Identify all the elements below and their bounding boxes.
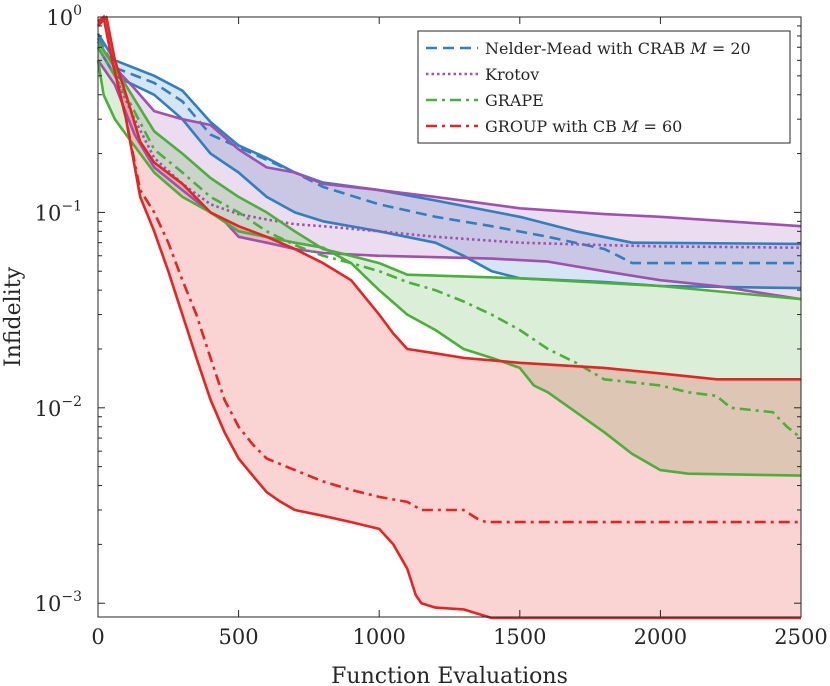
series-lines [96,14,802,620]
group-band [98,17,801,618]
x-tick-label: 1500 [493,625,546,649]
y-tick-label: 10−3 [35,589,82,616]
group-median-line [97,14,801,524]
legend-label-text: GROUP with CB [485,117,622,136]
legend: Nelder-Mead with CRAB M = 20 Krotov GRAPE G… [417,30,791,144]
legend-label-krotov: Krotov [485,65,539,84]
krotov-lower-line [96,59,802,301]
x-tick-label: 1000 [352,625,405,649]
y-tick-exponent: −1 [61,198,82,214]
y-tick-exponent: 0 [73,3,82,19]
y-tick-label: 100 [46,3,82,30]
group-upper-line [97,15,801,381]
y-tick-base: 10 [46,6,73,30]
legend-label-value: = 20 [707,39,751,58]
y-tick-label: 10−1 [35,198,82,225]
legend-label-group: GROUP with CB M = 60 [485,117,682,136]
krotov-upper-line [96,40,802,228]
legend-label-text: Nelder-Mead with CRAB [485,39,690,58]
x-axis-title: Function Evaluations [331,664,568,686]
y-tick-label: 10−2 [35,394,82,421]
group-lower-line [96,15,801,620]
grape-median-line [96,46,802,440]
y-tick-base: 10 [35,397,62,421]
legend-label-math: M [621,117,639,136]
grape-lower-line [96,60,802,477]
x-tick-label: 2000 [634,625,687,649]
legend-label-nm: Nelder-Mead with CRAB M = 20 [485,39,751,58]
grape-band [98,41,801,476]
nm-median-line [96,37,801,265]
x-tick-label: 500 [219,625,259,649]
legend-label-text: GRAPE [485,91,544,110]
y-axis-title: Infidelity [1,266,26,367]
axes-box [97,16,802,618]
y-tick-exponent: −3 [61,589,82,605]
legend-label-value: = 60 [638,117,682,136]
y-tick-base: 10 [35,592,62,616]
x-tick-label: 2500 [774,625,827,649]
legend-label-math: M [689,39,707,58]
legend-label-grape: GRAPE [485,91,544,110]
y-tick-exponent: −2 [61,394,82,410]
y-tick-base: 10 [35,201,62,225]
nm-band [98,33,801,289]
grape-upper-line [96,40,802,301]
x-tick-label: 0 [91,625,104,649]
legend-label-text: Krotov [485,65,539,84]
legend-box [417,30,791,144]
